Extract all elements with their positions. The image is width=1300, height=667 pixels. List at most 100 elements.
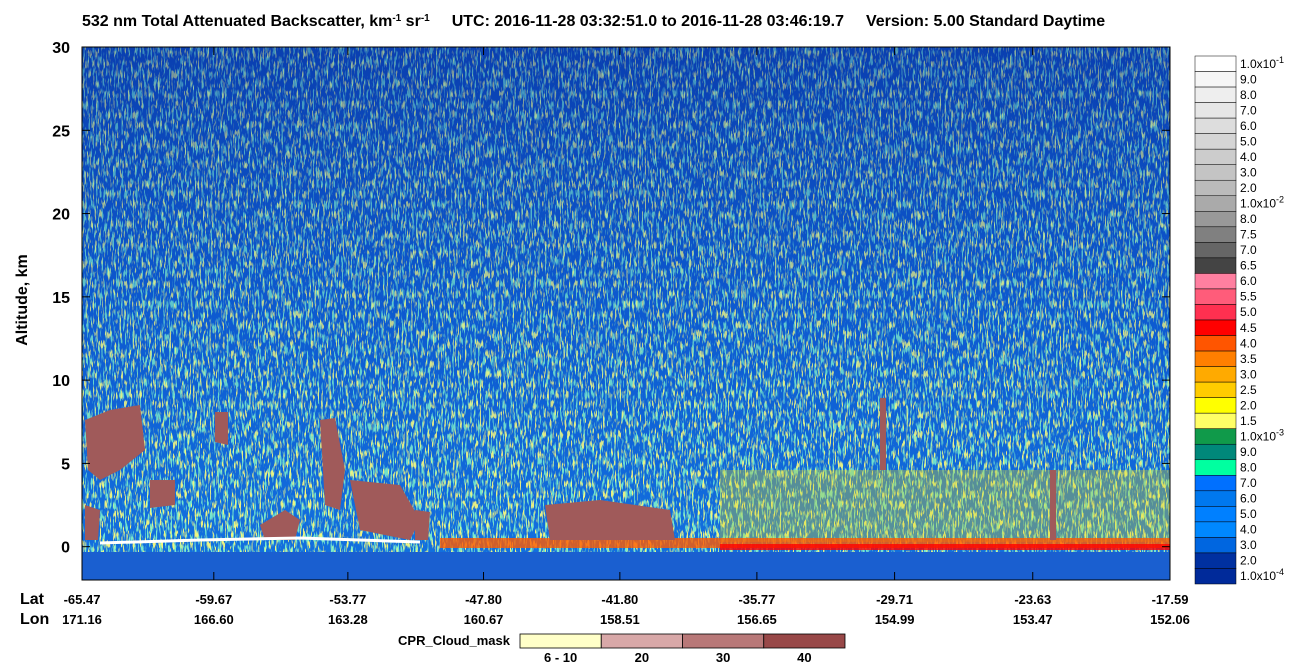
colorbar-label-text: 9.0 [1240, 72, 1257, 86]
colorbar-segment [1194, 226, 1237, 243]
colorbar-segment [1194, 335, 1237, 352]
subsurface [82, 552, 1170, 580]
colorbar-label: 6.0 [1240, 274, 1257, 288]
x-tick-label: -65.47 [64, 592, 101, 607]
colorbar-segment [1194, 211, 1237, 228]
x-tick-label-lon: 171.16 [62, 612, 102, 627]
colorbar-label: 4.0 [1240, 336, 1257, 350]
colorbar-label: 7.0 [1240, 103, 1257, 117]
x-tick-label: -47.80 [465, 592, 502, 607]
cloud-mask-label: 40 [797, 650, 811, 665]
cloud-top-line [99, 536, 421, 545]
x-row-label: Lon [20, 611, 49, 628]
colorbar-label: 3.0 [1240, 538, 1257, 552]
colorbar-segment [1194, 195, 1237, 212]
y-tick-label: 0 [61, 540, 70, 557]
cloud-mask-swatch [763, 633, 846, 649]
colorbar-label-text: 3.0 [1240, 367, 1257, 381]
colorbar-label-text: 8.0 [1240, 212, 1257, 226]
colorbar-label-text: 3.5 [1240, 352, 1257, 366]
colorbar-label: 3.0 [1240, 367, 1257, 381]
cloud-mask-label: 20 [635, 650, 649, 665]
x-tick-label: -53.77 [329, 592, 366, 607]
colorbar-label: 2.5 [1240, 383, 1257, 397]
colorbar-label: 9.0 [1240, 445, 1257, 459]
colorbar-label: 2.0 [1240, 181, 1257, 195]
colorbar-label-exp: -1 [1276, 55, 1284, 65]
colorbar-label-text: 7.0 [1240, 103, 1257, 117]
colorbar-segment [1194, 552, 1237, 569]
colorbar-segment [1194, 86, 1237, 103]
y-tick-label: 25 [52, 123, 70, 140]
y-tick-label: 30 [52, 40, 70, 57]
cloud-mask-label: 30 [716, 650, 730, 665]
colorbar-label: 4.0 [1240, 150, 1257, 164]
surface-return [440, 538, 1170, 548]
colorbar-label: 9.0 [1240, 72, 1257, 86]
colorbar-label: 5.0 [1240, 305, 1257, 319]
colorbar-label-text: 5.5 [1240, 290, 1257, 304]
aerosol-layer [720, 470, 1170, 542]
colorbar-label: 1.0x10-2 [1240, 195, 1284, 211]
heatmap-texture [82, 47, 1170, 580]
colorbar-label-text: 3.0 [1240, 165, 1257, 179]
colorbar-label: 2.0 [1240, 554, 1257, 568]
colorbar-label-text: 1.0x10 [1240, 197, 1276, 211]
colorbar-label-text: 1.5 [1240, 414, 1257, 428]
colorbar-label-text: 4.0 [1240, 336, 1257, 350]
colorbar-label-text: 3.0 [1240, 538, 1257, 552]
colorbar-segment [1194, 412, 1237, 429]
colorbar-label-text: 2.5 [1240, 383, 1257, 397]
colorbar-segment [1194, 475, 1237, 492]
colorbar-segment [1194, 117, 1237, 134]
colorbar-segment [1194, 350, 1237, 367]
colorbar-label: 1.0x10-1 [1240, 55, 1284, 71]
cloud-mask-label: 6 - 10 [544, 650, 577, 665]
colorbar-label-text: 1.0x10 [1240, 429, 1276, 443]
colorbar-segment [1194, 133, 1237, 150]
x-tick-label: -23.63 [1014, 592, 1051, 607]
title-sup: -1 [392, 13, 401, 24]
colorbar-segment [1194, 164, 1237, 181]
x-tick-label-lon: 153.47 [1013, 612, 1053, 627]
y-tick-label: 10 [52, 373, 70, 390]
colorbar-label: 8.0 [1240, 88, 1257, 102]
heatmap-image [82, 47, 1170, 580]
colorbar-label: 6.0 [1240, 492, 1257, 506]
colorbar-label-text: 6.0 [1240, 492, 1257, 506]
colorbar-label-text: 1.0x10 [1240, 57, 1276, 71]
colorbar-segment [1194, 242, 1237, 259]
cloud-mask-title: CPR_Cloud_mask [398, 633, 511, 648]
colorbar-segment [1194, 288, 1237, 305]
colorbar-label-text: 2.0 [1240, 181, 1257, 195]
colorbar-label-text: 4.5 [1240, 321, 1257, 335]
x-tick-label-lon: 166.60 [194, 612, 234, 627]
colorbar-segment [1194, 71, 1237, 88]
colorbar-label-text: 1.0x10 [1240, 569, 1276, 583]
surface-return [720, 544, 1170, 550]
colorbar-label: 8.0 [1240, 212, 1257, 226]
x-tick-label-lon: 163.28 [328, 612, 368, 627]
colorbar-segment [1194, 397, 1237, 414]
colorbar-label: 6.5 [1240, 259, 1257, 273]
x-tick-label: -29.71 [876, 592, 913, 607]
cloud-mask-swatch [519, 633, 602, 649]
colorbar-label: 7.5 [1240, 228, 1257, 242]
colorbar-label-text: 9.0 [1240, 445, 1257, 459]
x-tick-label: -35.77 [738, 592, 775, 607]
title-text: sr [401, 13, 421, 30]
colorbar-label: 6.0 [1240, 119, 1257, 133]
colorbar-label: 3.5 [1240, 352, 1257, 366]
colorbar-label-text: 6.0 [1240, 119, 1257, 133]
colorbar-label: 1.0x10-4 [1240, 567, 1284, 583]
colorbar-label-text: 5.0 [1240, 507, 1257, 521]
x-tick-label: -59.67 [195, 592, 232, 607]
colorbar-segment [1194, 490, 1237, 507]
x-tick-label: -17.59 [1152, 592, 1189, 607]
cloud-mask-regions [85, 398, 1056, 540]
title-text: 532 nm Total Attenuated Backscatter, km [82, 13, 392, 30]
colorbar-label-text: 4.0 [1240, 523, 1257, 537]
x-tick-label-lon: 160.67 [464, 612, 504, 627]
colorbar-label-text: 7.0 [1240, 476, 1257, 490]
